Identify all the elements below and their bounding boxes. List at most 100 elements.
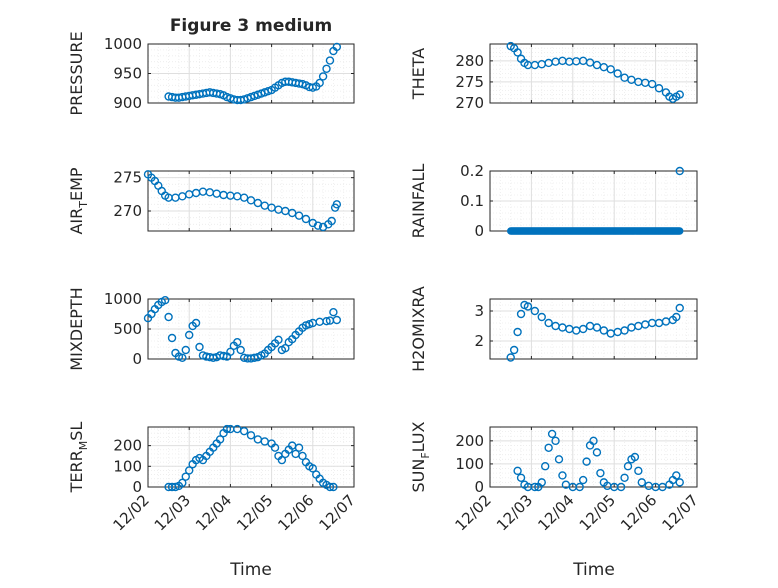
data-point: [675, 478, 684, 487]
x-tick-label: 12/05: [233, 491, 276, 534]
data-point: [181, 345, 190, 355]
y-axis-label: SUNFLUX: [409, 421, 432, 492]
y-axis-label-subscript: F: [419, 452, 432, 458]
data-point: [613, 69, 622, 78]
data-point: [301, 214, 311, 224]
data-point: [246, 431, 256, 440]
data-point: [178, 478, 187, 488]
y-tick-label: 900: [113, 94, 142, 112]
x-tick-label: 12/03: [493, 491, 536, 534]
data-point: [620, 473, 629, 482]
data-point: [506, 353, 515, 362]
y-tick-label: 270: [455, 94, 484, 112]
data-point: [675, 303, 684, 313]
data-point: [246, 196, 256, 205]
data-point: [160, 296, 170, 305]
subplot-5: 0 500 1000 MIXDEPTH: [67, 287, 355, 371]
data-point: [509, 345, 519, 355]
data-point: [325, 56, 335, 65]
x-tick-label: 12/04: [192, 491, 235, 534]
data-point: [315, 78, 324, 88]
y-tick-label: 275: [113, 169, 142, 187]
x-axis-label-right: Time: [572, 560, 615, 580]
y-axis-label: AIRTEMP: [67, 167, 90, 234]
y-axis-label-main: PRESSURE: [67, 31, 86, 115]
data-point: [239, 426, 249, 436]
data-point: [171, 482, 180, 492]
data-point: [184, 330, 194, 340]
data-point: [530, 306, 540, 316]
y-axis-label-main: TERR: [67, 450, 86, 493]
data-point: [675, 90, 684, 99]
y-axis-label-main: AIR: [67, 208, 86, 235]
data-point: [270, 443, 280, 452]
y-tick-label: 500: [113, 320, 142, 338]
y-axis-label: TERRMSL: [67, 422, 90, 494]
data-point: [222, 424, 232, 434]
y-tick-label: 0.2: [460, 162, 484, 180]
y-tick-label: 200: [113, 437, 142, 455]
data-point: [554, 455, 564, 464]
x-tick-label: 12/02: [110, 491, 153, 534]
data-point: [167, 333, 177, 343]
data-point: [294, 443, 304, 452]
data-point: [634, 466, 643, 476]
data-point: [523, 302, 533, 311]
x-tick-label: 12/05: [576, 491, 619, 534]
data-point: [544, 443, 553, 452]
data-point: [592, 323, 602, 332]
data-point: [184, 466, 194, 475]
data-point: [516, 309, 526, 319]
x-tick-label: 12/06: [617, 491, 660, 534]
data-point: [332, 42, 342, 52]
data-point: [675, 166, 684, 176]
data-point: [327, 216, 336, 226]
y-axis-label: THETA: [409, 48, 428, 100]
axes-box: [489, 298, 698, 360]
y-tick-label: 3: [474, 302, 484, 320]
data-point: [215, 435, 225, 444]
y-axis-label-rest: LUX: [409, 421, 428, 452]
x-tick-label: 12/03: [151, 491, 194, 534]
data-point: [672, 471, 681, 480]
data-point: [596, 468, 605, 478]
data-point: [195, 342, 204, 352]
x-tick-label: 12/07: [659, 491, 702, 534]
y-axis-label-rest: EMP: [67, 167, 86, 201]
data-point: [599, 326, 609, 335]
data-point: [313, 221, 323, 230]
data-point: [592, 448, 602, 457]
data-point: [253, 198, 263, 208]
axes-box: [489, 426, 698, 488]
data-point: [544, 318, 553, 328]
y-axis-label: MIXDEPTH: [67, 287, 86, 370]
data-point: [616, 482, 626, 492]
data-point: [551, 436, 560, 446]
data-point: [513, 327, 522, 337]
y-axis-label-main: MIXDEPTH: [67, 287, 86, 370]
data-point: [513, 466, 522, 476]
y-tick-label: 200: [455, 432, 484, 450]
data-point: [516, 473, 526, 482]
y-tick-label: 2: [474, 332, 484, 350]
y-tick-label: 0: [474, 222, 484, 240]
data-point: [325, 482, 335, 492]
data-point: [298, 451, 307, 461]
figure-title: Figure 3 medium: [170, 16, 332, 36]
data-point: [606, 65, 615, 74]
data-point: [219, 351, 228, 361]
x-tick-label: 12/06: [274, 491, 317, 534]
subplot-1: 900 950 1000 PRESSURE: [67, 31, 355, 116]
data-point: [322, 64, 331, 73]
y-tick-label: 270: [113, 202, 142, 220]
y-axis-label: H2OMIXRA: [409, 286, 428, 372]
y-tick-label: 0: [132, 350, 142, 368]
data-point: [530, 482, 540, 492]
data-point: [239, 193, 249, 202]
data-point: [329, 308, 338, 317]
axes-box: [489, 43, 698, 104]
data-point: [558, 471, 567, 480]
subplot-2: 270 275 280 THETA: [409, 41, 698, 112]
data-point: [575, 482, 584, 492]
